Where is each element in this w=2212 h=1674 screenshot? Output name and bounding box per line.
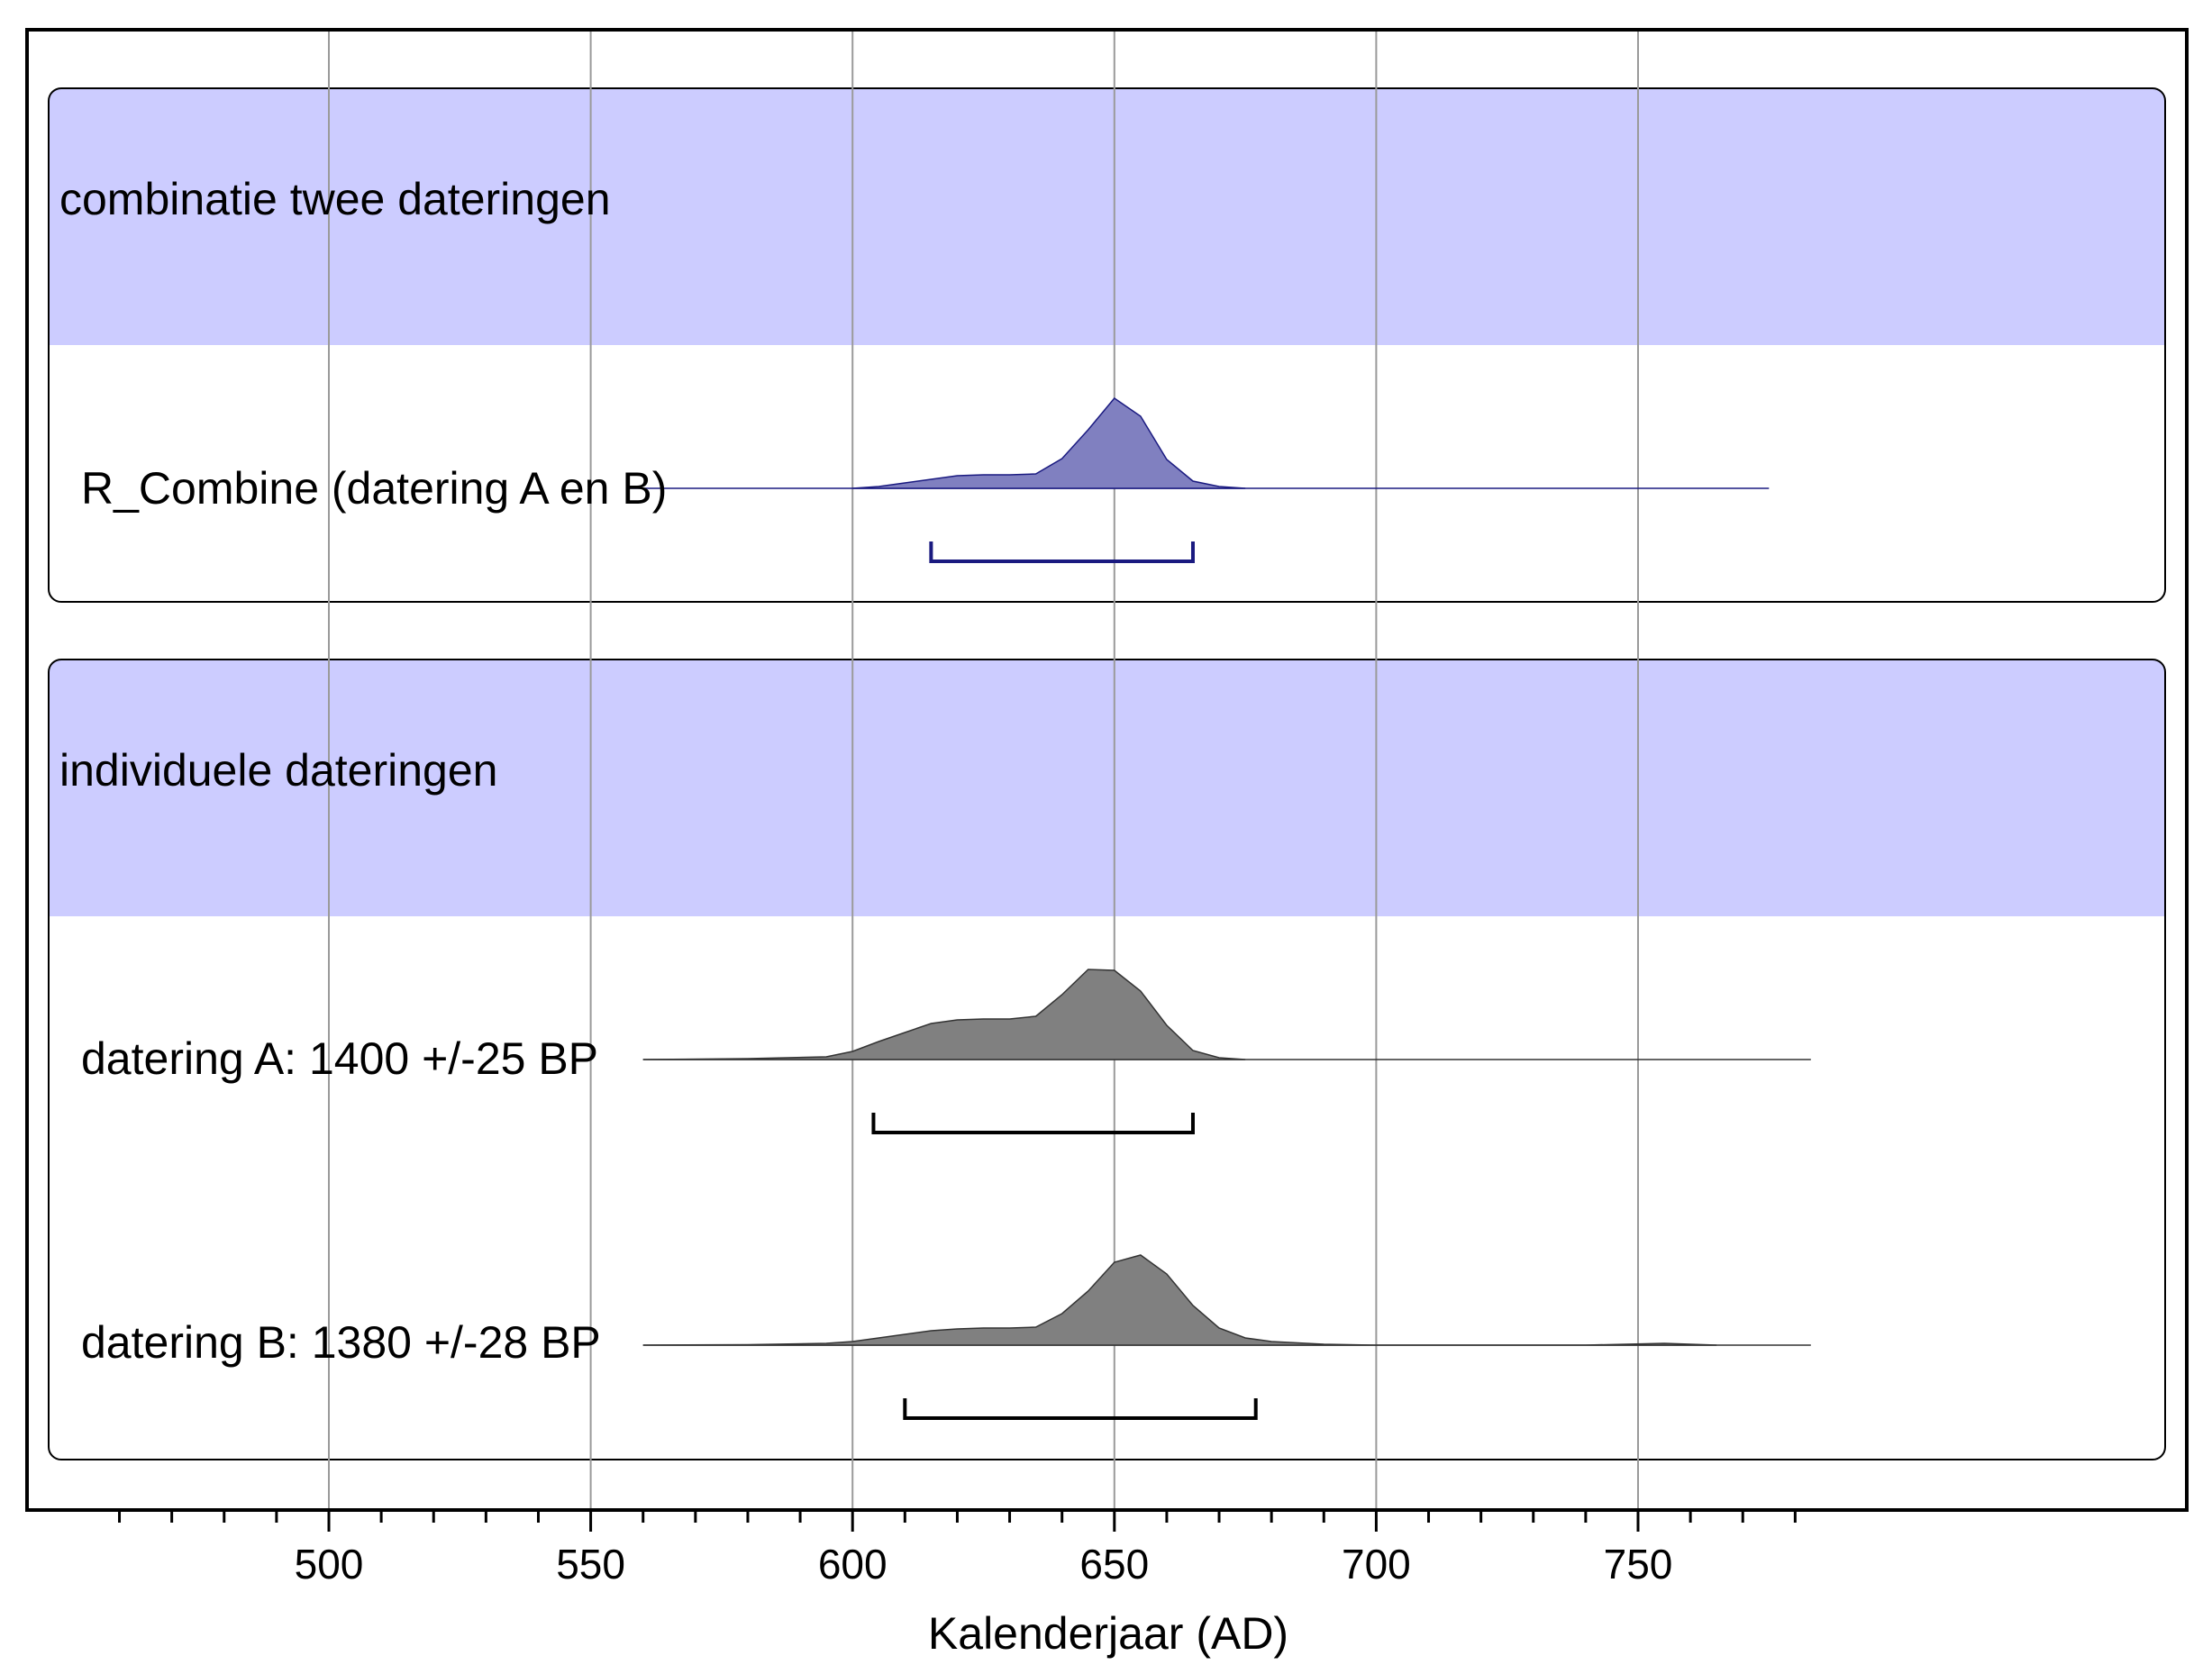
range-bracket — [871, 1113, 1195, 1134]
group-header-label: individuele dateringen — [59, 745, 497, 796]
x-tick-label: 550 — [556, 1541, 625, 1588]
x-tick-label: 750 — [1604, 1541, 1673, 1588]
group-header-label: combinatie twee dateringen — [59, 174, 611, 224]
group-header-band — [49, 660, 2165, 916]
range-bracket — [903, 1398, 1258, 1420]
group-panel-outline — [48, 659, 2166, 1460]
group-header-band — [49, 88, 2165, 345]
series-label: R_Combine (datering A en B) — [81, 463, 667, 514]
series-label: datering A: 1400 +/-25 BP — [81, 1033, 598, 1084]
probability-distribution — [642, 969, 1246, 1060]
probability-distribution — [852, 396, 1246, 489]
x-axis-label: Kalenderjaar (AD) — [928, 1608, 1288, 1659]
plot-frame — [25, 28, 2189, 1512]
series-label: datering B: 1380 +/-28 BP — [81, 1317, 601, 1368]
x-tick-label: 700 — [1342, 1541, 1411, 1588]
range-bracket — [929, 541, 1195, 563]
probability-distribution — [642, 1254, 1717, 1346]
x-tick-label: 500 — [295, 1541, 364, 1588]
group-panel-outline — [48, 87, 2166, 603]
x-tick-label: 600 — [818, 1541, 888, 1588]
x-tick-label: 650 — [1079, 1541, 1149, 1588]
